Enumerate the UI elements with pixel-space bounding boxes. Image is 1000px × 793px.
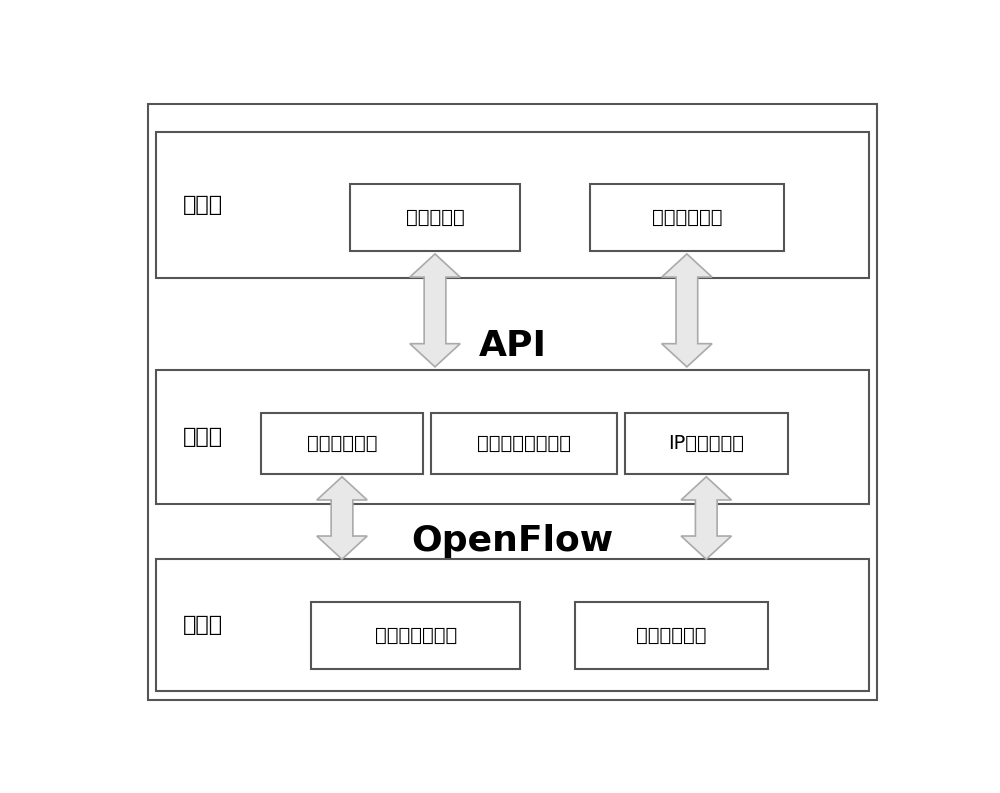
Text: API: API [479, 328, 546, 362]
Text: 交换机流量项: 交换机流量项 [636, 626, 707, 645]
Text: 应用层: 应用层 [182, 195, 223, 215]
Bar [311, 602, 520, 669]
Text: 信息查询模块: 信息查询模块 [307, 434, 377, 453]
Text: 接入层检测: 接入层检测 [406, 208, 464, 227]
Bar [431, 412, 617, 473]
Polygon shape [662, 254, 712, 367]
Polygon shape [681, 477, 731, 559]
Text: 链路异常检测: 链路异常检测 [652, 208, 722, 227]
Text: 控制层: 控制层 [182, 427, 223, 447]
Text: 数据层: 数据层 [182, 615, 223, 635]
Bar [625, 412, 788, 473]
Bar [350, 184, 520, 251]
Polygon shape [410, 254, 460, 367]
Bar [590, 184, 784, 251]
Bar [156, 132, 869, 278]
Text: 交换机统计信息: 交换机统计信息 [374, 626, 457, 645]
Polygon shape [317, 477, 367, 559]
Bar [156, 559, 869, 691]
Text: OpenFlow: OpenFlow [411, 524, 614, 558]
Text: IP防伪造模块: IP防伪造模块 [668, 434, 744, 453]
Text: 静态流表插入模块: 静态流表插入模块 [477, 434, 571, 453]
Bar [261, 412, 423, 473]
Bar [574, 602, 768, 669]
Bar [156, 370, 869, 504]
